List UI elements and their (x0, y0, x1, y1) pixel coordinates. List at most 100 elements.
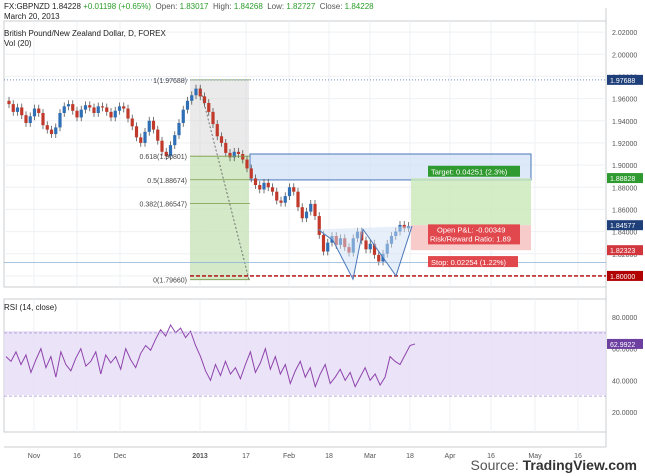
candle-body[interactable] (326, 242, 330, 252)
price-tick-label: 1.86000 (612, 207, 637, 214)
candle-body[interactable] (296, 191, 300, 208)
candle-body[interactable] (364, 240, 368, 250)
candle-body[interactable] (228, 152, 232, 158)
candle-body[interactable] (198, 88, 202, 97)
candle-body[interactable] (232, 151, 236, 158)
candle-body[interactable] (32, 108, 37, 117)
candle-body[interactable] (83, 105, 88, 110)
time-tick-label: 2013 (192, 453, 208, 460)
candle-body[interactable] (28, 116, 32, 123)
candle-body[interactable] (292, 187, 296, 192)
candle-body[interactable] (253, 178, 258, 186)
candle-body[interactable] (7, 100, 11, 105)
candle-body[interactable] (96, 106, 100, 113)
quote-date: March 20, 2013 (4, 12, 60, 21)
candle-body[interactable] (190, 95, 194, 101)
candle-body[interactable] (313, 203, 317, 217)
candle-body[interactable] (75, 110, 79, 118)
price-tick-label: 1.90000 (612, 163, 637, 170)
candle-body[interactable] (258, 185, 262, 190)
candle-body[interactable] (79, 109, 83, 118)
candle-body[interactable] (49, 129, 54, 135)
candle-body[interactable] (279, 200, 283, 203)
candle-body[interactable] (287, 187, 292, 197)
candle-body[interactable] (211, 111, 215, 125)
volume-label: Vol (20) (4, 39, 32, 48)
candle-body[interactable] (224, 142, 228, 153)
candle-body[interactable] (20, 107, 24, 116)
price-tick-label: 1.84000 (612, 230, 637, 237)
candle-body[interactable] (105, 107, 109, 112)
candle-body[interactable] (117, 106, 122, 111)
candle-body[interactable] (377, 254, 381, 262)
candle-body[interactable] (181, 109, 185, 123)
candle-body[interactable] (143, 131, 147, 143)
candle-body[interactable] (173, 135, 177, 146)
candle-body[interactable] (62, 106, 66, 113)
candle-body[interactable] (151, 120, 156, 130)
rsi-value-tag-text: 62.9922 (610, 342, 635, 349)
pattern-outline (317, 225, 413, 281)
candle-body[interactable] (66, 104, 71, 107)
candle-body[interactable] (249, 168, 253, 179)
candle-body[interactable] (236, 151, 241, 154)
candle-body[interactable] (109, 111, 113, 118)
price-tick-label: 2.02000 (612, 30, 637, 37)
candle-body[interactable] (207, 103, 211, 112)
candle-body[interactable] (168, 145, 173, 157)
candle-body[interactable] (219, 136, 224, 143)
candle-body[interactable] (275, 191, 279, 201)
open-value: 1.83017 (179, 2, 209, 11)
candle-body[interactable] (147, 120, 151, 132)
candle-body[interactable] (100, 106, 105, 108)
open-pnl-label: Open P&L: -0.00349 (437, 225, 505, 234)
candle-body[interactable] (177, 122, 181, 136)
rsi-tick-label: 40.0000 (612, 378, 637, 385)
candle-body[interactable] (130, 118, 134, 127)
chart-title: British Pound/New Zealand Dollar, D, FOR… (4, 29, 166, 38)
candle-body[interactable] (270, 187, 275, 192)
candle-body[interactable] (88, 105, 92, 108)
candle-body[interactable] (24, 115, 28, 123)
price-tag-target-text: 1.88828 (610, 176, 635, 183)
candle-body[interactable] (11, 104, 15, 112)
price-tick-label: 1.82000 (612, 252, 637, 259)
candle-body[interactable] (283, 196, 287, 203)
candle-body[interactable] (58, 112, 62, 128)
candle-body[interactable] (215, 124, 219, 137)
candle-body[interactable] (134, 126, 139, 138)
fib-level-label: 0(1.79660) (153, 278, 187, 285)
candle-body[interactable] (266, 182, 270, 188)
candle-body[interactable] (245, 159, 249, 169)
candle-body[interactable] (317, 216, 321, 235)
candle-body[interactable] (92, 107, 96, 113)
candle-body[interactable] (156, 129, 160, 141)
candle-body[interactable] (113, 110, 117, 118)
candle-body[interactable] (309, 203, 313, 212)
candle-body[interactable] (372, 243, 377, 255)
candle-body[interactable] (54, 127, 58, 135)
time-tick-label: Mar (364, 453, 377, 460)
candle-body[interactable] (45, 125, 49, 130)
candle-body[interactable] (37, 108, 41, 113)
candle-body[interactable] (262, 182, 266, 190)
candle-body[interactable] (202, 96, 207, 104)
price-tag-stop-text: 1.82323 (610, 248, 635, 255)
candle-body[interactable] (139, 137, 143, 143)
candle-body[interactable] (368, 243, 372, 250)
candle-body[interactable] (185, 100, 190, 110)
candle-body[interactable] (304, 211, 309, 219)
candle-body[interactable] (160, 140, 164, 152)
candle-body[interactable] (300, 207, 304, 219)
candle-body[interactable] (15, 107, 20, 112)
candle-body[interactable] (164, 151, 168, 157)
candle-body[interactable] (126, 108, 130, 119)
candle-body[interactable] (122, 106, 126, 109)
candle-body[interactable] (71, 104, 75, 111)
candle-body[interactable] (321, 234, 326, 252)
candle-body[interactable] (194, 88, 198, 96)
target-badge (428, 165, 520, 177)
candle-body[interactable] (241, 154, 245, 160)
candle-body[interactable] (41, 112, 45, 126)
